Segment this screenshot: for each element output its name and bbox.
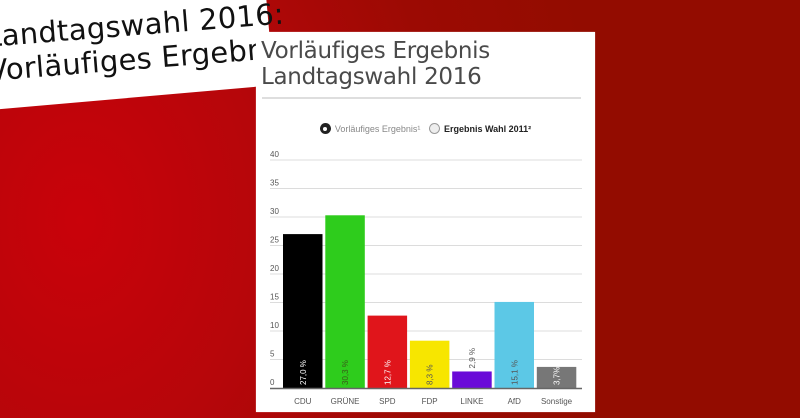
x-category-label: AfD [508,397,522,406]
y-tick-label: 10 [270,321,279,330]
x-category-label: SPD [379,397,396,406]
bar-afd[interactable] [494,301,535,388]
data-label: 2,9 % [468,348,477,368]
y-tick-label: 30 [270,207,279,216]
bar-grüne[interactable] [325,215,365,388]
x-axis-categories: CDU GRÜNE SPD FDP LINKE AfD Sonstige [294,397,573,406]
y-tick-label: 25 [270,236,279,245]
title-divider [262,97,581,99]
bar-cdu[interactable] [283,234,323,388]
data-label: 15,1 % [510,360,519,385]
y-tick-label: 20 [270,264,279,273]
x-category-label: GRÜNE [331,397,360,406]
x-category-label: CDU [294,397,312,406]
legend-item-2011[interactable]: Ergebnis Wahl 2011² [428,123,532,134]
data-label: 30,3 % [341,360,350,385]
data-label: 8,3 % [426,365,435,385]
data-label: 27,0 % [299,360,308,385]
bars [283,215,577,388]
bar-fdp[interactable] [409,340,450,388]
radio-unselected-icon[interactable] [428,123,440,134]
chart-title: Vorläufiges Ergebnis Landtagswahl 2016 [261,38,490,90]
legend-label: Ergebnis Wahl 2011² [443,123,532,134]
chart-card: Vorläufiges Ergebnis Landtagswahl 2016 V… [256,32,595,412]
chart-title-line-2: Landtagswahl 2016 [261,64,482,90]
y-tick-label: 5 [270,350,275,359]
chart-legend: Vorläufiges Ergebnis¹ Ergebnis Wahl 2011… [256,123,595,139]
data-label: 3,7% [553,367,562,385]
legend-item-current[interactable]: Vorläufiges Ergebnis¹ [319,123,421,134]
x-category-label: LINKE [460,397,483,406]
chart-title-line-1: Vorläufiges Ergebnis [261,38,490,64]
y-tick-label: 40 [270,150,279,159]
data-label: 12,7 % [383,360,392,385]
y-axis-ticks: 0 5 10 15 20 25 30 35 40 [270,150,279,387]
bar-linke[interactable] [452,371,492,388]
x-category-label: Sonstige [541,397,573,406]
y-tick-label: 15 [270,293,279,302]
bar-spd[interactable] [367,315,408,388]
y-tick-label: 35 [270,179,279,188]
y-tick-label: 0 [270,378,275,387]
data-labels: 27,0 % 30,3 % 12,7 % 8,3 % 2,9 % 15,1 % 3,7% [299,348,562,385]
x-category-label: FDP [422,397,438,406]
legend-label: Vorläufiges Ergebnis¹ [334,123,421,134]
bar-chart: 0 5 10 15 20 25 30 35 40 27,0 % 30,3 % 12,7 % 8,3 %… [270,150,582,406]
bar-sonstige[interactable] [536,366,577,388]
radio-selected-icon[interactable] [319,123,331,134]
